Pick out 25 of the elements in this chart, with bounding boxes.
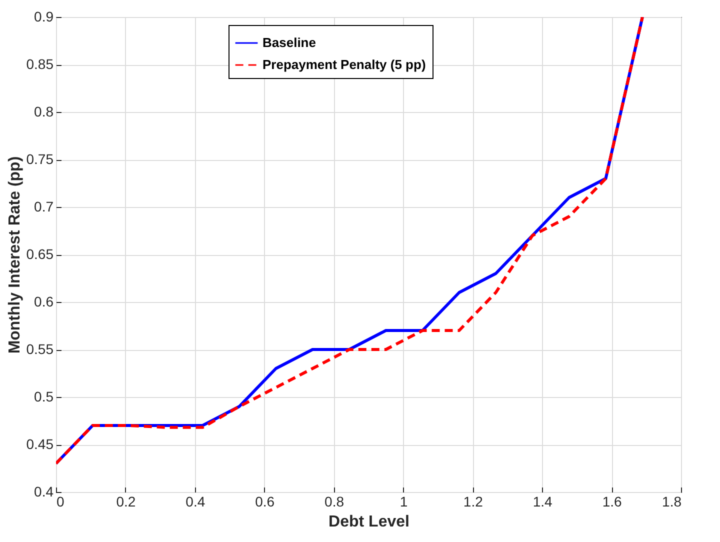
x-tick-label: 1.2 — [463, 494, 484, 510]
y-tick-label: 0.4 — [34, 484, 54, 500]
x-tick-label: 1.6 — [602, 494, 622, 510]
y-tick-label: 0.7 — [34, 198, 54, 214]
y-tick-label: 0.8 — [34, 104, 54, 120]
y-tick-label: 0.55 — [26, 341, 54, 357]
x-tick-label: 1.4 — [532, 494, 553, 510]
y-tick-label: 0.9 — [34, 8, 54, 24]
x-tick-label: 1 — [400, 494, 408, 510]
legend-label: Prepayment Penalty (5 pp) — [262, 57, 426, 72]
y-tick-label: 0.75 — [26, 151, 54, 167]
y-tick-label: 0.65 — [26, 246, 54, 262]
x-tick-label: 0.4 — [186, 494, 206, 510]
x-tick-label: 0.8 — [324, 494, 344, 510]
y-tick-label: 0.85 — [26, 56, 54, 72]
x-axis-title: Debt Level — [328, 514, 410, 530]
x-tick-label: 1.8 — [662, 494, 682, 510]
y-tick-label: 0.45 — [26, 436, 54, 452]
x-tick-label: 0 — [56, 494, 64, 510]
y-tick-label: 0.5 — [34, 388, 54, 404]
legend-label: Baseline — [262, 35, 316, 50]
x-tick-label: 0.2 — [116, 494, 136, 510]
x-tick-label: 0.6 — [255, 494, 275, 510]
y-axis-title: Monthly Interest Rate (pp) — [6, 156, 24, 354]
y-tick-label: 0.6 — [34, 294, 54, 310]
